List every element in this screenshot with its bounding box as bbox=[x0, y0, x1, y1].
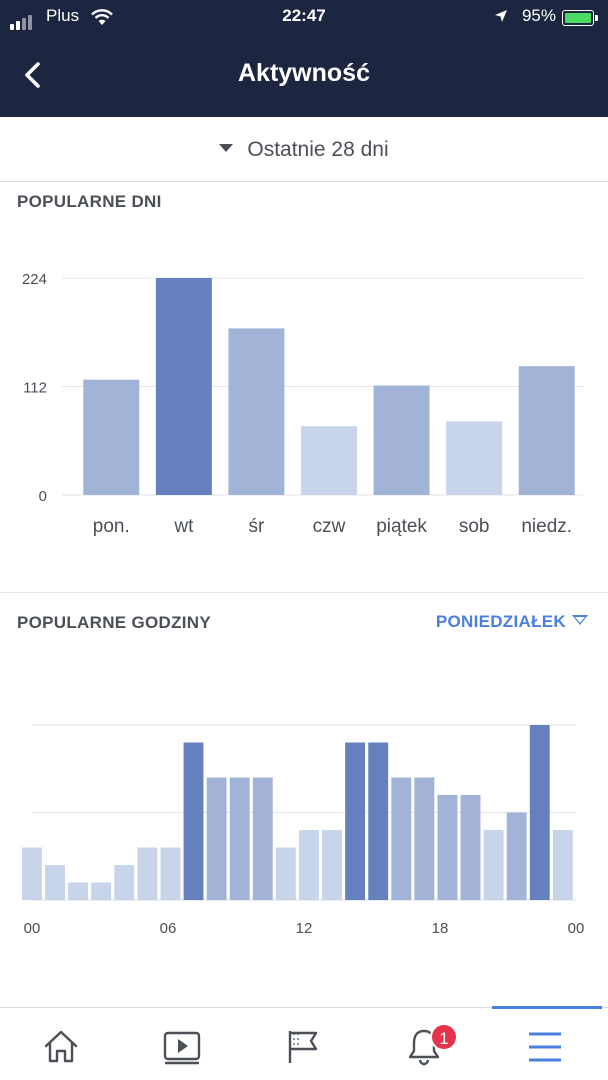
tab-home[interactable] bbox=[0, 1008, 121, 1080]
bar-hour-06[interactable] bbox=[160, 847, 181, 901]
bar-hour-07[interactable] bbox=[183, 742, 204, 901]
x-tick-label: 06 bbox=[160, 920, 177, 937]
clock: 22:47 bbox=[282, 6, 326, 25]
triangle-down-icon bbox=[572, 615, 588, 625]
weekday-selector-label: PONIEDZIAŁEK bbox=[435, 612, 566, 631]
x-tick-label: śr bbox=[249, 516, 266, 537]
status-bar: Plus 22:47 95% bbox=[0, 6, 608, 30]
bar-czw[interactable] bbox=[301, 426, 357, 495]
bar-wt[interactable] bbox=[155, 278, 212, 495]
tab-notifications[interactable] bbox=[363, 1008, 484, 1080]
battery-icon bbox=[562, 10, 598, 26]
x-tick-label: 12 bbox=[296, 920, 313, 937]
tab-video[interactable] bbox=[121, 1008, 242, 1080]
bar-hour-13[interactable] bbox=[322, 830, 342, 900]
x-tick-label: 18 bbox=[432, 920, 449, 937]
y-tick-label: 112 bbox=[23, 380, 47, 397]
bar-hour-08[interactable] bbox=[206, 777, 227, 901]
y-tick-label: 0 bbox=[39, 488, 47, 505]
popular-hours-chart: 00 06 12 18 00 bbox=[22, 724, 585, 937]
bar-hour-21[interactable] bbox=[506, 812, 527, 901]
bottom-tab-bar: 1 bbox=[0, 1006, 608, 1080]
x-tick-label: czw bbox=[313, 516, 346, 537]
tab-menu[interactable] bbox=[484, 1008, 605, 1080]
bar-hour-09[interactable] bbox=[229, 777, 250, 901]
x-tick-label: niedz. bbox=[521, 516, 572, 537]
bar-hour-14[interactable] bbox=[345, 742, 366, 901]
carrier-label: Plus bbox=[46, 6, 80, 25]
bar-hour-19[interactable] bbox=[460, 795, 481, 900]
bar-hour-03[interactable] bbox=[91, 882, 112, 901]
date-range-label: Ostatnie 28 dni bbox=[247, 138, 389, 161]
x-tick-label: 00 bbox=[568, 920, 585, 937]
bar-hour-18[interactable] bbox=[437, 795, 458, 900]
popular-days-chart: 0 112 224 pon. wt śr czw piątek sob niedz. bbox=[22, 271, 583, 537]
app-header: Plus 22:47 95% Aktywność bbox=[0, 0, 608, 117]
bar-hour-01[interactable] bbox=[45, 865, 65, 900]
pages-flag-icon bbox=[288, 1031, 318, 1063]
tab-pages[interactable] bbox=[242, 1008, 363, 1080]
bar-hour-00[interactable] bbox=[22, 847, 42, 901]
weekday-selector[interactable]: PONIEDZIAŁEK bbox=[436, 612, 588, 632]
section-divider bbox=[0, 592, 608, 593]
date-range-selector[interactable]: Ostatnie 28 dni bbox=[0, 117, 608, 182]
menu-icon bbox=[529, 1032, 561, 1062]
bar-śr[interactable] bbox=[228, 328, 285, 495]
bar-hour-10[interactable] bbox=[252, 777, 273, 901]
bar-piątek[interactable] bbox=[373, 385, 430, 495]
x-tick-label: sob bbox=[459, 516, 490, 537]
home-icon bbox=[44, 1030, 78, 1063]
bar-hour-12[interactable] bbox=[299, 830, 319, 900]
bar-sob[interactable] bbox=[446, 421, 503, 495]
back-button[interactable] bbox=[20, 60, 48, 90]
bar-hour-20[interactable] bbox=[483, 830, 504, 900]
popular-days-title: POPULARNE DNI bbox=[17, 192, 162, 211]
bar-niedz.[interactable] bbox=[518, 366, 575, 495]
notification-badge: 1 bbox=[430, 1023, 458, 1051]
page-title: Aktywność bbox=[238, 59, 370, 87]
bar-hour-16[interactable] bbox=[391, 777, 412, 901]
bar-hour-11[interactable] bbox=[275, 847, 296, 901]
bar-hour-15[interactable] bbox=[368, 742, 389, 901]
bar-hour-04[interactable] bbox=[114, 865, 135, 900]
location-arrow-icon bbox=[495, 10, 507, 22]
bar-hour-05[interactable] bbox=[137, 847, 158, 901]
x-tick-label: pon. bbox=[93, 516, 130, 537]
wifi-icon bbox=[91, 9, 113, 25]
caret-down-icon bbox=[219, 144, 234, 153]
bar-hour-02[interactable] bbox=[68, 882, 89, 901]
y-tick-label: 224 bbox=[22, 271, 47, 288]
bar-pon.[interactable] bbox=[83, 379, 140, 495]
x-tick-label: 00 bbox=[24, 920, 41, 937]
bar-hour-22[interactable] bbox=[529, 725, 550, 900]
x-tick-label: wt bbox=[173, 516, 194, 537]
bar-hour-17[interactable] bbox=[414, 777, 435, 901]
signal-icon bbox=[10, 10, 34, 30]
popular-hours-title: POPULARNE GODZINY bbox=[17, 613, 212, 632]
bar-hour-23[interactable] bbox=[552, 830, 573, 900]
active-tab-indicator bbox=[492, 1006, 602, 1009]
video-icon bbox=[163, 1031, 201, 1065]
battery-percent: 95% bbox=[521, 6, 556, 25]
x-tick-label: piątek bbox=[376, 516, 427, 537]
